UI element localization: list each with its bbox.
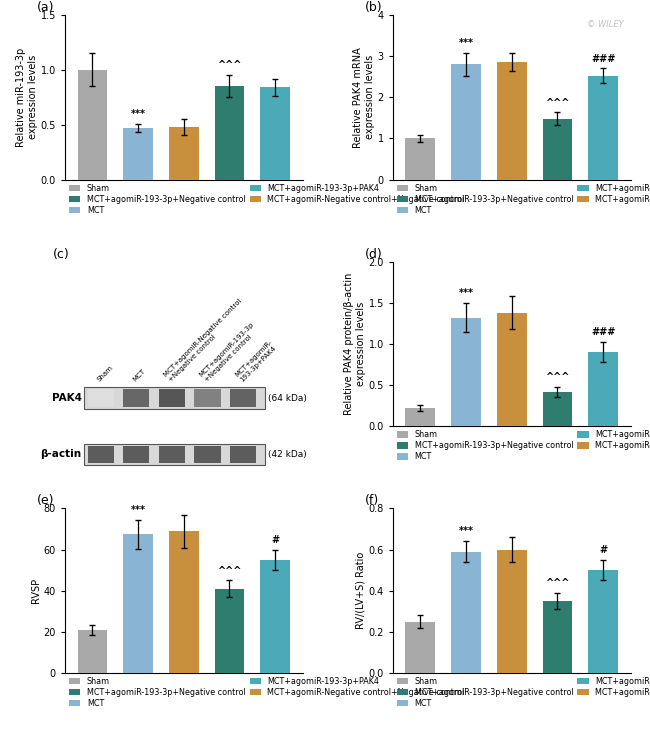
Bar: [406, 138, 435, 179]
Bar: [194, 446, 220, 463]
Text: © WILEY: © WILEY: [586, 20, 623, 29]
Bar: [451, 65, 481, 179]
Bar: [159, 389, 185, 407]
Legend: Sham, MCT+agomiR-193-3p+Negative control, MCT, MCT+agomiR-193-3p+PAK4, MCT+agomi: Sham, MCT+agomiR-193-3p+Negative control…: [69, 677, 465, 708]
Text: (e): (e): [36, 494, 54, 508]
Bar: [169, 531, 199, 673]
Bar: [124, 446, 150, 463]
Y-axis label: RVSP: RVSP: [31, 578, 41, 603]
Text: ^^^: ^^^: [545, 578, 569, 588]
Text: ^^^: ^^^: [217, 60, 242, 71]
Bar: [84, 388, 265, 409]
Text: ^^^: ^^^: [217, 566, 242, 575]
Text: #: #: [599, 545, 607, 555]
Bar: [230, 389, 256, 407]
Text: MCT+agomiR-Negative control
+Negative control: MCT+agomiR-Negative control +Negative co…: [162, 297, 248, 383]
Bar: [214, 86, 244, 179]
Text: (a): (a): [36, 1, 54, 14]
Text: ###: ###: [591, 53, 616, 64]
Text: ***: ***: [131, 109, 146, 119]
Text: ***: ***: [458, 526, 473, 536]
Text: MCT: MCT: [132, 368, 147, 383]
Bar: [77, 630, 107, 673]
Bar: [497, 312, 526, 427]
Text: (42 kDa): (42 kDa): [268, 450, 307, 459]
Text: #: #: [271, 535, 280, 544]
Text: PAK4: PAK4: [51, 393, 82, 403]
Y-axis label: RV/(LV+S) Ratio: RV/(LV+S) Ratio: [356, 552, 366, 629]
Text: ***: ***: [131, 505, 146, 515]
Bar: [88, 446, 114, 463]
Bar: [124, 534, 153, 673]
Bar: [543, 392, 572, 427]
Bar: [84, 444, 265, 465]
Text: ^^^: ^^^: [545, 372, 569, 382]
Bar: [588, 570, 618, 673]
Legend: Sham, MCT+agomiR-193-3p+Negative control, MCT, MCT+agomiR-193-3p+PAK4, MCT+agomi: Sham, MCT+agomiR-193-3p+Negative control…: [69, 183, 465, 215]
Text: (64 kDa): (64 kDa): [268, 394, 307, 403]
Bar: [588, 76, 618, 179]
Bar: [497, 550, 526, 673]
Bar: [543, 601, 572, 673]
Bar: [214, 589, 244, 673]
Text: (d): (d): [365, 248, 382, 261]
Bar: [77, 70, 107, 179]
Bar: [159, 446, 185, 463]
Bar: [406, 408, 435, 427]
Text: ***: ***: [458, 288, 473, 298]
Legend: Sham, MCT+agomiR-193-3p+Negative control, MCT, MCT+agomiR-193-3p+PAK4, MCT+agomi: Sham, MCT+agomiR-193-3p+Negative control…: [397, 430, 650, 461]
Bar: [543, 119, 572, 179]
Text: ###: ###: [591, 327, 616, 337]
Text: β-actin: β-actin: [40, 449, 82, 460]
Bar: [588, 352, 618, 427]
Bar: [88, 389, 114, 407]
Text: (f): (f): [365, 494, 379, 508]
Legend: Sham, MCT+agomiR-193-3p+Negative control, MCT, MCT+agomiR-193-3p+PAK4, MCT+agomi: Sham, MCT+agomiR-193-3p+Negative control…: [397, 183, 650, 215]
Bar: [261, 560, 290, 673]
Bar: [124, 128, 153, 179]
Text: Sham: Sham: [96, 364, 114, 383]
Bar: [169, 127, 199, 179]
Legend: Sham, MCT+agomiR-193-3p+Negative control, MCT, MCT+agomiR-193-3p+PAK4, MCT+agomi: Sham, MCT+agomiR-193-3p+Negative control…: [397, 677, 650, 708]
Text: MCT+agomiR-
193-3p+PAK4: MCT+agomiR- 193-3p+PAK4: [234, 339, 278, 383]
Text: MCT+agomiR-193-3p
+Negative control: MCT+agomiR-193-3p +Negative control: [198, 321, 260, 383]
Bar: [194, 389, 220, 407]
Bar: [230, 446, 256, 463]
Y-axis label: Relative miR-193-3p
expression levels: Relative miR-193-3p expression levels: [16, 47, 38, 147]
Bar: [261, 87, 290, 179]
Y-axis label: Relative PAK4 mRNA
expression levels: Relative PAK4 mRNA expression levels: [353, 47, 375, 148]
Bar: [451, 552, 481, 673]
Bar: [124, 389, 150, 407]
Y-axis label: Relative PAK4 protein/β-actin
expression levels: Relative PAK4 protein/β-actin expression…: [344, 273, 366, 415]
Text: ^^^: ^^^: [545, 98, 569, 107]
Text: (c): (c): [53, 248, 70, 261]
Bar: [406, 622, 435, 673]
Bar: [497, 62, 526, 179]
Text: (b): (b): [365, 1, 382, 14]
Bar: [451, 318, 481, 427]
Text: ***: ***: [458, 38, 473, 48]
